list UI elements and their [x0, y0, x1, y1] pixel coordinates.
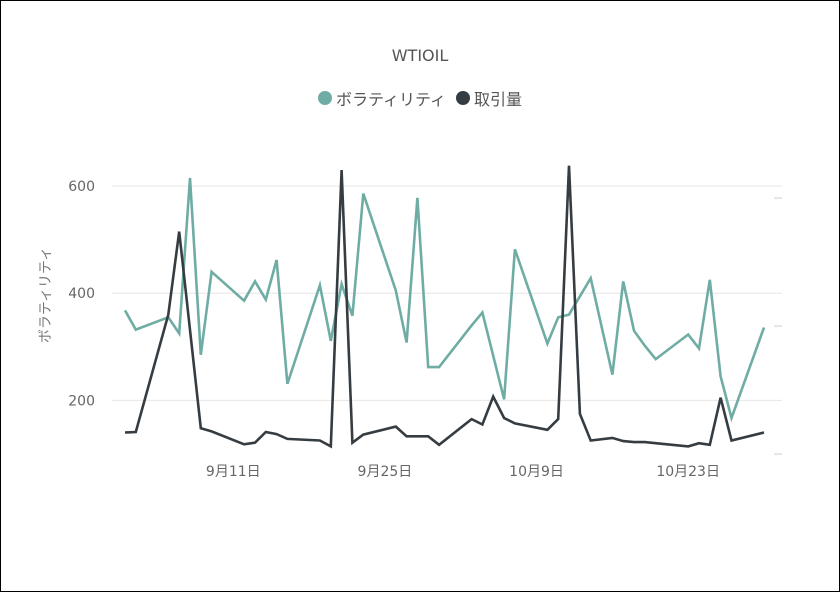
x-tick-label: 9月25日 [358, 464, 413, 480]
x-tick-label: 10月23日 [656, 464, 720, 480]
legend-item-volatility[interactable]: ボラティリティ [317, 86, 447, 110]
x-tick-label: 9月11日 [206, 464, 261, 480]
series-line-volatility [123, 177, 766, 423]
legend: ボラティリティ 取引量 [0, 86, 840, 110]
chart-title: WTIOIL [391, 46, 449, 65]
legend-item-volume[interactable]: 取引量 [456, 86, 522, 110]
y-tick-label: 400 [68, 286, 95, 302]
y-tick-label: 200 [68, 393, 95, 409]
x-tick-label: 10月9日 [509, 464, 564, 480]
legend-label-volatility: ボラティリティ [335, 90, 447, 109]
legend-label-volume: 取引量 [474, 90, 523, 109]
legend-marker-volatility [317, 91, 332, 105]
y-tick-label: 600 [68, 179, 95, 195]
y-axis-label: ボラティリティ [38, 247, 54, 343]
series-line-volume [124, 165, 765, 449]
legend-marker-volume [456, 91, 471, 105]
